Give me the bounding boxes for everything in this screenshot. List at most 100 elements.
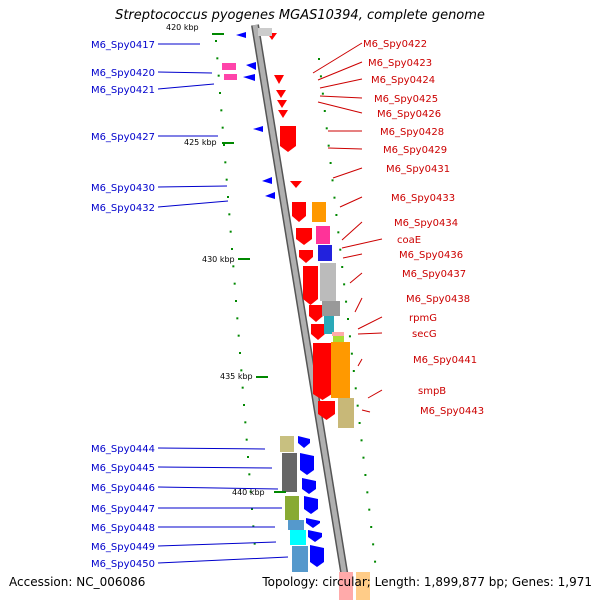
right-gene-label: M6_Spy0428	[380, 127, 444, 138]
forward-gene	[304, 496, 318, 514]
dot	[319, 75, 322, 78]
dot	[348, 335, 351, 338]
dot	[337, 231, 340, 234]
dot	[251, 508, 253, 510]
cog-block	[331, 342, 350, 398]
left-label-leader	[157, 71, 213, 74]
dot	[347, 318, 349, 320]
dot	[253, 542, 256, 545]
cog-block	[324, 316, 334, 334]
dot	[224, 161, 227, 164]
dot	[374, 560, 377, 563]
forward-gene	[236, 32, 246, 38]
cog-block	[282, 453, 297, 492]
dot	[343, 283, 346, 286]
dot	[323, 110, 326, 112]
right-gene-label: M6_Spy0443	[420, 406, 484, 417]
dot	[318, 58, 320, 60]
right-gene-labels: M6_Spy0422 M6_Spy0423 M6_Spy0424 M6_Spy0425…	[312, 39, 484, 417]
reverse-gene	[311, 324, 325, 340]
reverse-gene	[318, 401, 335, 420]
left-label-leader	[157, 556, 289, 564]
dot	[232, 265, 235, 268]
accession-text: Accession: NC_006086	[9, 575, 146, 589]
right-label-leader	[319, 78, 363, 89]
dot	[364, 474, 367, 476]
tick-label: 430 kbp	[202, 255, 235, 264]
dot	[239, 352, 241, 354]
dot	[372, 543, 375, 546]
dot	[362, 456, 365, 459]
dot	[223, 144, 225, 146]
cog-block	[339, 572, 353, 600]
left-label-leader	[157, 466, 273, 469]
right-label-leader	[357, 358, 363, 367]
dot	[245, 438, 248, 441]
forward-gene	[243, 74, 255, 81]
tick-label: 425 kbp	[184, 138, 217, 147]
left-label-leader	[157, 447, 266, 450]
right-label-leader	[339, 196, 363, 208]
cog-block	[318, 245, 332, 261]
dot	[339, 248, 342, 251]
dot	[227, 196, 229, 198]
right-gene-label: M6_Spy0436	[399, 250, 463, 261]
cog-block	[312, 202, 326, 222]
reverse-gene	[292, 202, 306, 222]
reverse-gene	[309, 305, 323, 322]
right-gene-label: smpB	[418, 386, 446, 397]
dot	[247, 456, 249, 458]
reverse-gene	[274, 75, 284, 84]
left-gene-label: M6_Spy0448	[91, 523, 155, 534]
outer-dots	[215, 40, 377, 563]
dot	[341, 266, 344, 268]
cog-block	[322, 301, 340, 316]
right-gene-label: M6_Spy0425	[374, 94, 438, 105]
right-gene-label: M6_Spy0422	[363, 39, 427, 50]
right-label-leader	[341, 238, 383, 249]
dot	[350, 352, 353, 355]
forward-gene	[298, 436, 310, 448]
right-label-leader	[319, 95, 363, 99]
forward-gene	[262, 177, 272, 184]
dot	[217, 74, 220, 77]
left-gene-label: M6_Spy0444	[91, 444, 155, 455]
reverse-gene	[296, 228, 312, 245]
reverse-gene	[290, 181, 302, 188]
left-gene-label: M6_Spy0446	[91, 483, 155, 494]
cog-block	[290, 530, 306, 545]
cog-block	[288, 520, 304, 530]
left-label-leader	[157, 200, 229, 208]
right-label-leader	[357, 316, 383, 330]
dot	[358, 422, 361, 424]
reverse-gene	[303, 266, 318, 305]
right-gene-label: M6_Spy0438	[406, 294, 470, 305]
right-gene-label: M6_Spy0431	[386, 164, 450, 175]
right-gene-label: M6_Spy0441	[413, 355, 477, 366]
dot	[231, 248, 233, 250]
dot	[248, 473, 251, 476]
right-label-leader	[357, 332, 383, 335]
dot	[221, 126, 224, 129]
dot	[331, 179, 334, 182]
dot	[327, 144, 330, 147]
right-gene-label: M6_Spy0426	[377, 109, 441, 120]
forward-gene	[302, 478, 316, 494]
dot	[321, 92, 324, 95]
forward-gene	[310, 545, 324, 567]
right-gene-label: secG	[412, 329, 437, 340]
left-label-leader	[157, 541, 277, 547]
dot	[360, 439, 363, 442]
dot	[244, 421, 247, 424]
tick-label: 440 kbp	[232, 488, 265, 497]
right-label-leader	[327, 147, 363, 150]
right-label-leader	[367, 389, 383, 399]
right-label-leader	[361, 409, 371, 413]
left-label-leader	[157, 83, 215, 90]
left-gene-label: M6_Spy0421	[91, 85, 155, 96]
right-gene-label: M6_Spy0434	[394, 218, 458, 229]
reverse-gene	[280, 126, 296, 152]
right-label-leader	[317, 61, 363, 81]
dot	[352, 370, 355, 372]
right-label-leader	[342, 253, 363, 259]
